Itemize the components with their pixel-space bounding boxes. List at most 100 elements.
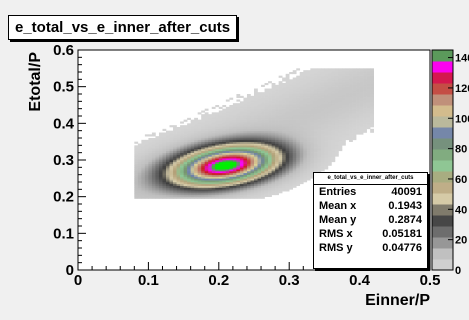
palette-segment xyxy=(432,182,453,194)
heatmap-bin xyxy=(310,88,315,91)
heatmap-bin xyxy=(254,103,258,106)
heatmap-bin xyxy=(352,70,357,73)
heatmap-bin xyxy=(282,139,286,142)
heatmap-bin xyxy=(282,123,286,126)
heatmap-bin xyxy=(317,112,322,115)
heatmap-bin xyxy=(289,123,294,126)
heatmap-bin xyxy=(317,154,322,157)
heatmap-bin xyxy=(166,158,170,161)
heatmap-bin xyxy=(176,167,181,170)
heatmap-bin xyxy=(232,134,237,137)
heatmap-bin xyxy=(334,106,339,109)
heatmap-bin xyxy=(239,174,244,177)
heatmap-bin xyxy=(349,105,353,108)
heatmap-bin xyxy=(264,156,269,159)
heatmap-bin xyxy=(232,189,237,192)
heatmap-bin xyxy=(180,160,184,163)
heatmap-bin xyxy=(176,160,181,163)
heatmap-bin xyxy=(250,152,255,155)
heatmap-bin xyxy=(261,183,265,186)
heatmap-bin xyxy=(239,119,244,122)
heatmap-bin xyxy=(250,161,255,164)
heatmap-bin xyxy=(257,121,262,124)
heatmap-bin xyxy=(162,154,167,157)
heatmap-bin xyxy=(141,143,146,146)
heatmap-bin xyxy=(349,123,353,126)
heatmap-bin xyxy=(169,182,174,185)
heatmap-bin xyxy=(225,187,230,190)
heatmap-bin xyxy=(158,161,163,164)
heatmap-bin xyxy=(254,136,258,139)
heatmap-bin xyxy=(342,141,346,144)
heatmap-bin xyxy=(324,138,329,141)
heatmap-bin xyxy=(155,160,160,163)
heatmap-bin xyxy=(264,136,269,139)
heatmap-bin xyxy=(299,154,304,157)
heatmap-bin xyxy=(261,108,265,111)
heatmap-bin xyxy=(370,121,374,124)
heatmap-bin xyxy=(313,165,318,168)
heatmap-bin xyxy=(232,183,237,186)
heatmap-bin xyxy=(225,112,230,115)
heatmap-bin xyxy=(222,149,227,152)
heatmap-bin xyxy=(310,106,315,109)
heatmap-bin xyxy=(303,169,308,172)
heatmap-bin xyxy=(246,136,251,139)
heatmap-bin xyxy=(370,114,374,117)
heatmap-bin xyxy=(303,154,308,157)
heatmap-bin xyxy=(349,83,353,86)
heatmap-bin xyxy=(215,145,220,148)
heatmap-bin xyxy=(204,176,209,179)
heatmap-bin xyxy=(345,84,350,87)
heatmap-bin xyxy=(275,183,279,186)
heatmap-bin xyxy=(282,112,286,115)
heatmap-bin xyxy=(201,167,206,170)
heatmap-bin xyxy=(250,138,255,141)
heatmap-bin xyxy=(306,149,311,152)
heatmap-bin xyxy=(310,112,315,115)
heatmap-bin xyxy=(317,117,322,120)
heatmap-bin xyxy=(169,152,174,155)
heatmap-bin xyxy=(239,156,244,159)
heatmap-bin xyxy=(282,92,286,95)
heatmap-bin xyxy=(264,116,269,119)
heatmap-bin xyxy=(345,117,350,120)
heatmap-bin xyxy=(254,189,258,192)
heatmap-bin xyxy=(173,154,177,157)
y-tick-label: 0.6 xyxy=(53,42,74,59)
heatmap-bin xyxy=(246,106,251,109)
heatmap-bin xyxy=(331,143,336,146)
heatmap-bin xyxy=(275,114,279,117)
heatmap-bin xyxy=(317,130,322,133)
heatmap-bin xyxy=(338,88,343,91)
heatmap-bin xyxy=(320,127,325,130)
heatmap-bin xyxy=(180,161,184,164)
heatmap-bin xyxy=(310,73,315,76)
heatmap-bin xyxy=(134,185,139,188)
heatmap-bin xyxy=(359,108,364,111)
heatmap-bin xyxy=(296,132,301,135)
heatmap-bin xyxy=(331,134,336,137)
heatmap-bin xyxy=(271,139,276,142)
heatmap-bin xyxy=(215,128,220,131)
heatmap-bin xyxy=(180,180,184,183)
heatmap-bin xyxy=(180,193,184,196)
heatmap-bin xyxy=(208,125,213,128)
heatmap-bin xyxy=(169,187,174,190)
histogram-title: e_total_vs_e_inner_after_cuts xyxy=(8,15,238,40)
heatmap-bin xyxy=(158,145,163,148)
heatmap-bin xyxy=(180,178,184,181)
heatmap-bin xyxy=(173,128,177,131)
heatmap-bin xyxy=(173,145,177,148)
heatmap-bin xyxy=(239,193,244,196)
heatmap-bin xyxy=(313,83,318,86)
heatmap-bin xyxy=(257,123,262,126)
heatmap-bin xyxy=(239,123,244,126)
heatmap-bin xyxy=(183,189,188,192)
heatmap-bin xyxy=(236,108,241,111)
heatmap-bin xyxy=(218,134,223,137)
heatmap-bin xyxy=(299,169,304,172)
heatmap-bin xyxy=(158,165,163,168)
heatmap-bin xyxy=(264,149,269,152)
heatmap-bin xyxy=(292,125,297,128)
